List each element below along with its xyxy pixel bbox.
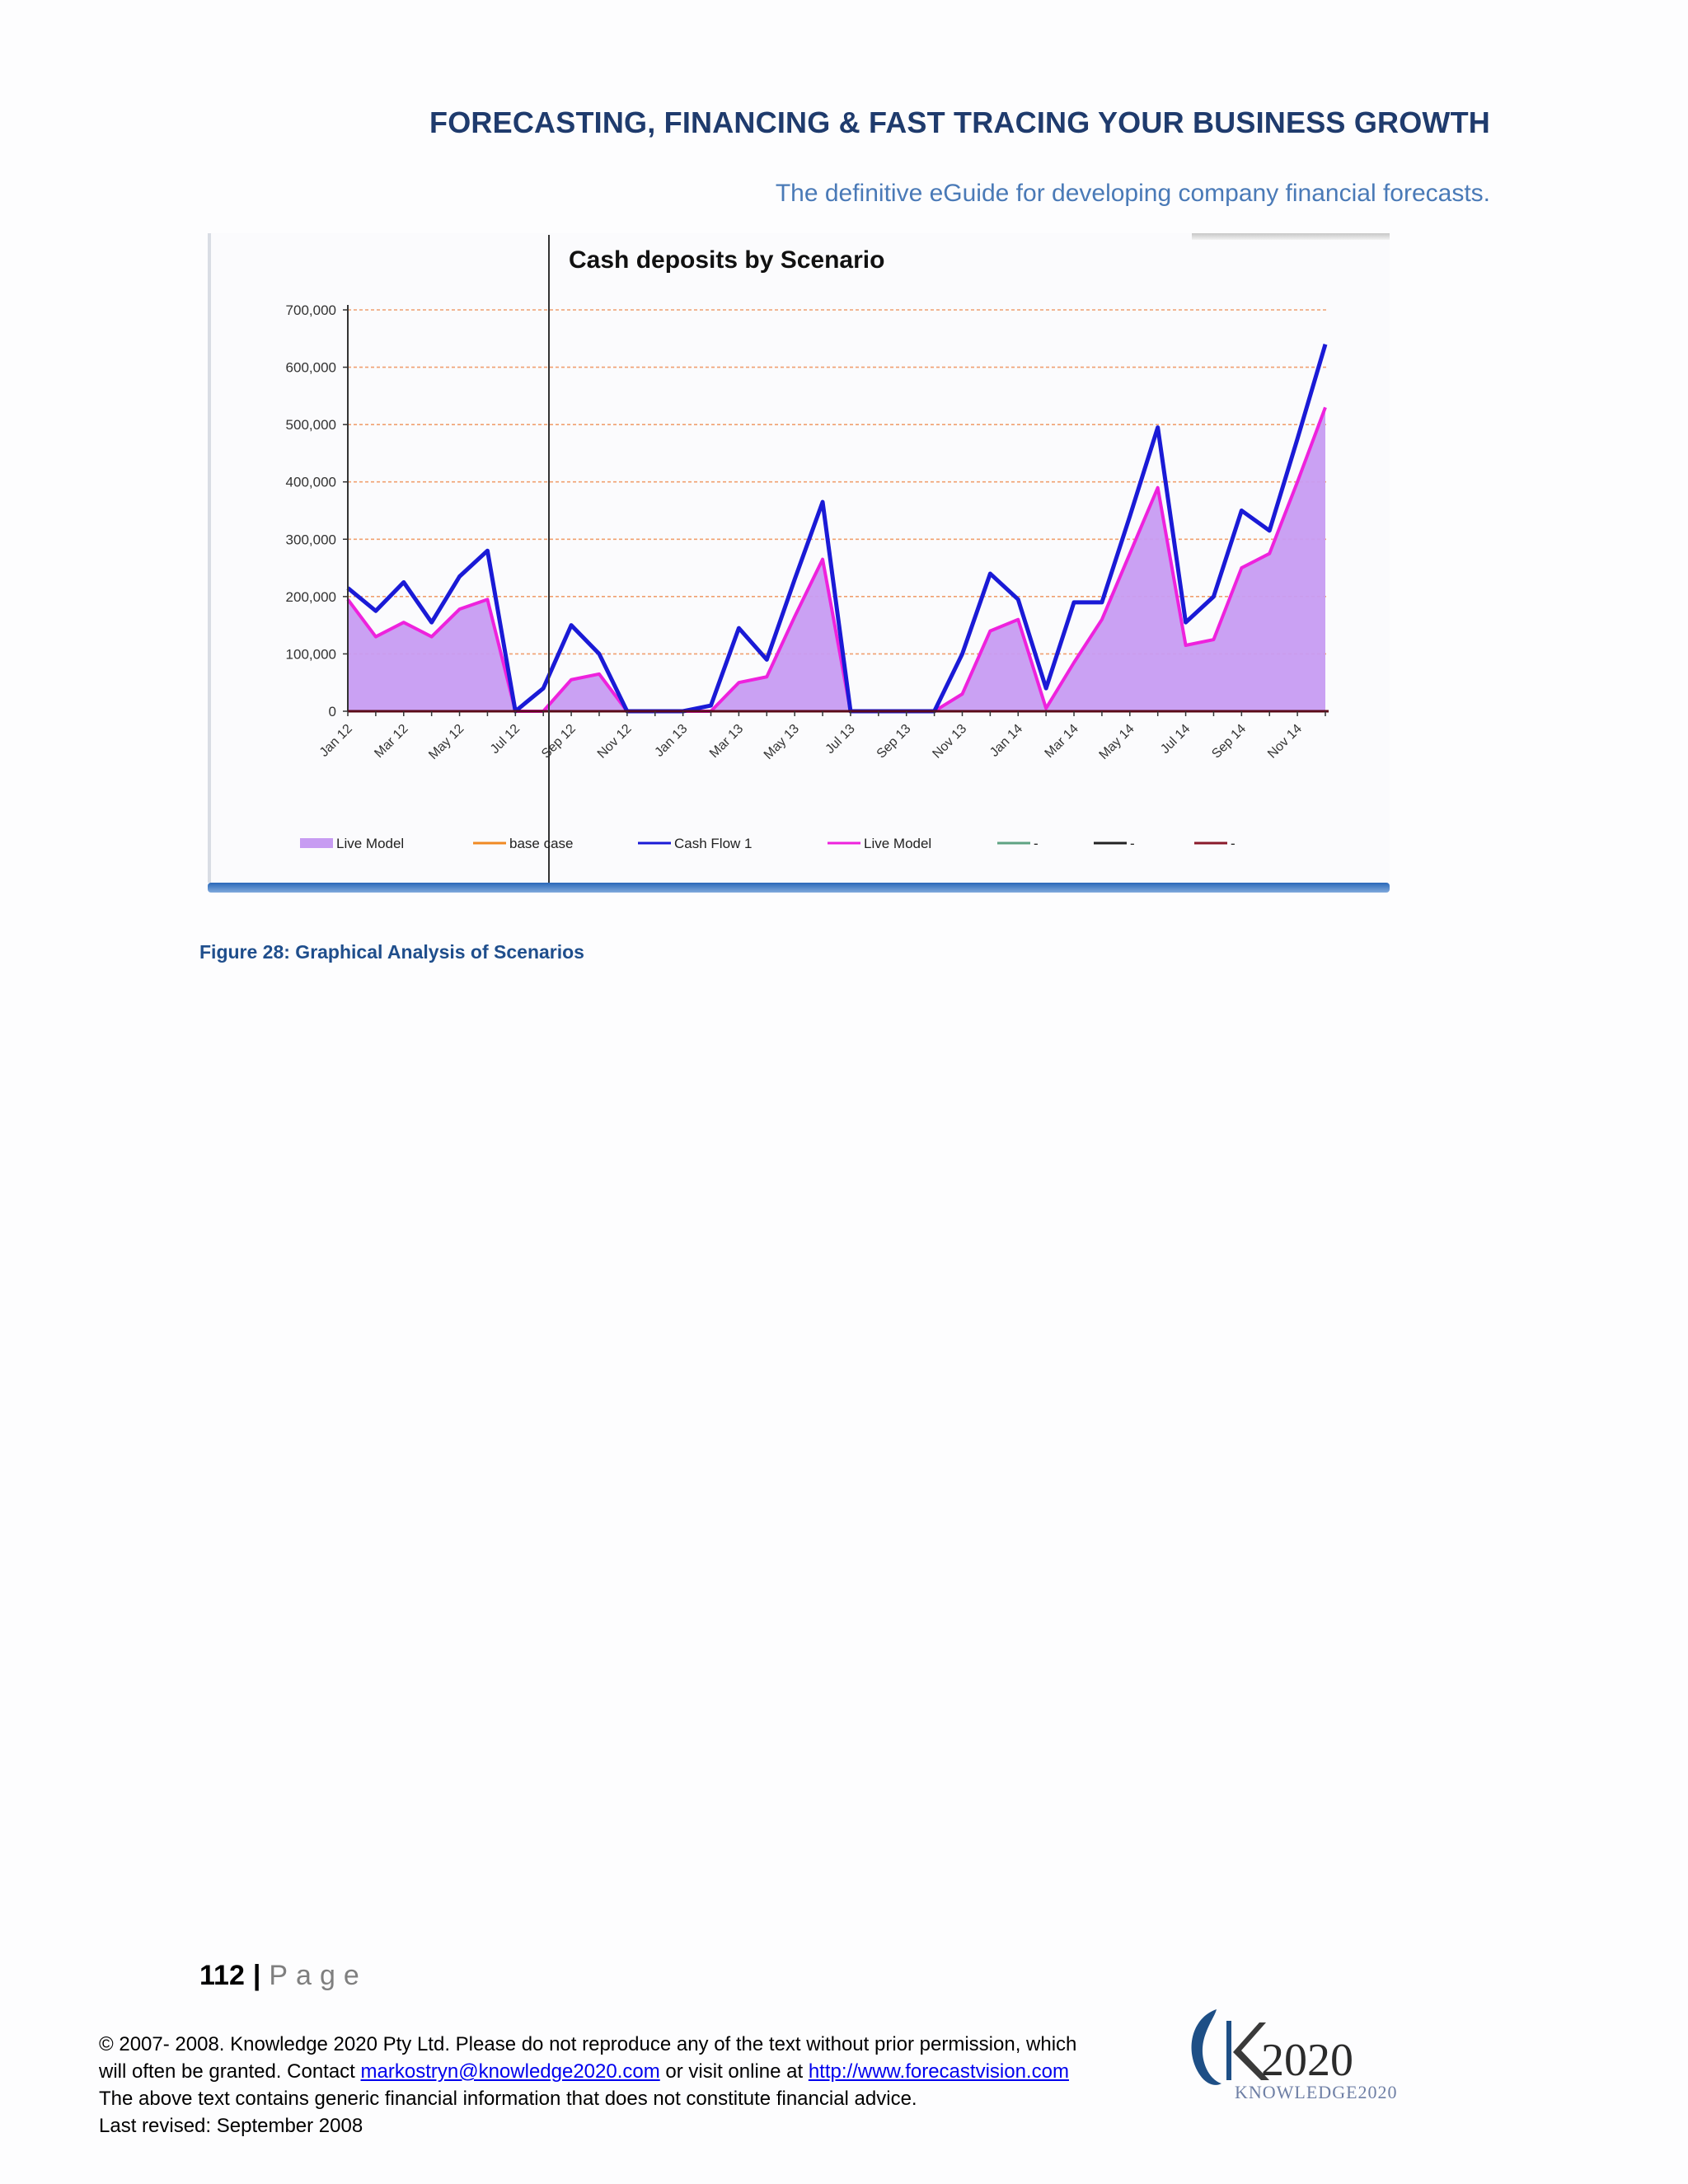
chart-frame-shadow: [1192, 233, 1390, 240]
footer-copyright: © 2007- 2008. Knowledge 2020 Pty Ltd. Pl…: [99, 2031, 1170, 2139]
series-line-cash-flow-1: [346, 344, 1328, 714]
y-tick-label: 700,000: [286, 302, 336, 318]
x-tick-label: May 12: [426, 722, 467, 762]
footer-website-link[interactable]: http://www.forecastvision.com: [808, 2060, 1069, 2083]
logo-main-text: 2020: [1261, 2035, 1353, 2086]
footer-line-4: Last revised: September 2008: [99, 2115, 363, 2137]
page-number: 112 | Page: [199, 1960, 368, 1992]
x-tick-label: Mar 13: [707, 722, 746, 761]
logo-sub-text: KNOWLEDGE2020: [1235, 2082, 1398, 2102]
x-tick-label: Nov 13: [930, 722, 969, 762]
x-tick-label: May 14: [1097, 722, 1137, 762]
x-tick-label: Nov 14: [1265, 722, 1305, 762]
y-tick-label: 200,000: [286, 589, 336, 605]
chart-figure: Cash deposits by Scenario 0 100,000 200,000…: [208, 233, 1390, 893]
x-tick-label: Jan 12: [317, 722, 355, 760]
legend-label: -: [1130, 836, 1135, 851]
footer-line-2: will often be granted. Contact markostry…: [99, 2058, 1170, 2085]
document-header-subtitle: The definitive eGuide for developing com…: [775, 180, 1490, 207]
y-tick-label: 400,000: [286, 475, 336, 490]
series-area-live-model: [348, 407, 1325, 711]
figure-caption: Figure 28: Graphical Analysis of Scenari…: [199, 941, 584, 963]
knowledge2020-logo: 2020 KNOWLEDGE2020: [1191, 2009, 1398, 2102]
y-tick-label: 100,000: [286, 646, 336, 662]
footer-contact-text: will often be granted. Contact: [99, 2060, 361, 2083]
chart-frame-edge: [208, 233, 211, 883]
document-header-title: FORECASTING, FINANCING & FAST TRACING YO…: [429, 105, 1490, 139]
footer-email-link[interactable]: markostryn@knowledge2020.com: [360, 2060, 660, 2083]
x-tick-label: Sep 14: [1209, 722, 1249, 762]
x-tick-label: Mar 12: [372, 722, 410, 761]
page-number-separator: |: [252, 1960, 261, 1991]
chart-frame-bottom-bar: [208, 883, 1390, 893]
y-tick-label: 0: [329, 704, 336, 719]
legend-label: Live Model: [336, 836, 404, 851]
y-tick-label: 600,000: [286, 360, 336, 376]
x-tick-label: Jan 14: [987, 722, 1025, 760]
x-tick-label: Jul 13: [823, 722, 858, 757]
footer-line-1: © 2007- 2008. Knowledge 2020 Pty Ltd. Pl…: [99, 2033, 1077, 2055]
footer-visit-text: or visit online at: [659, 2060, 809, 2083]
x-tick-label: May 13: [762, 722, 802, 762]
x-tick-label: Sep 12: [539, 722, 579, 762]
x-tick-label: Jan 13: [652, 722, 690, 760]
legend-label: -: [1231, 836, 1236, 851]
x-tick-label: Sep 13: [874, 722, 914, 762]
legend-swatch-area: [300, 838, 333, 848]
page-number-value: 112: [199, 1960, 245, 1991]
y-tick-label: 300,000: [286, 532, 336, 547]
x-tick-label: Jul 14: [1158, 722, 1193, 757]
y-tick-label: 500,000: [286, 417, 336, 433]
page-number-word: Page: [269, 1960, 368, 1991]
legend-label: base case: [509, 836, 574, 851]
legend-label: Live Model: [864, 836, 931, 851]
x-tick-label: Nov 12: [595, 722, 635, 762]
footer-line-3: The above text contains generic financia…: [99, 2088, 917, 2110]
legend-label: Cash Flow 1: [674, 836, 752, 851]
cash-deposits-chart: Cash deposits by Scenario 0 100,000 200,000…: [286, 235, 1329, 884]
legend-label: -: [1034, 836, 1039, 851]
x-tick-label: Jul 12: [488, 722, 523, 757]
chart-title: Cash deposits by Scenario: [569, 246, 884, 274]
x-tick-label: Mar 14: [1043, 722, 1081, 761]
